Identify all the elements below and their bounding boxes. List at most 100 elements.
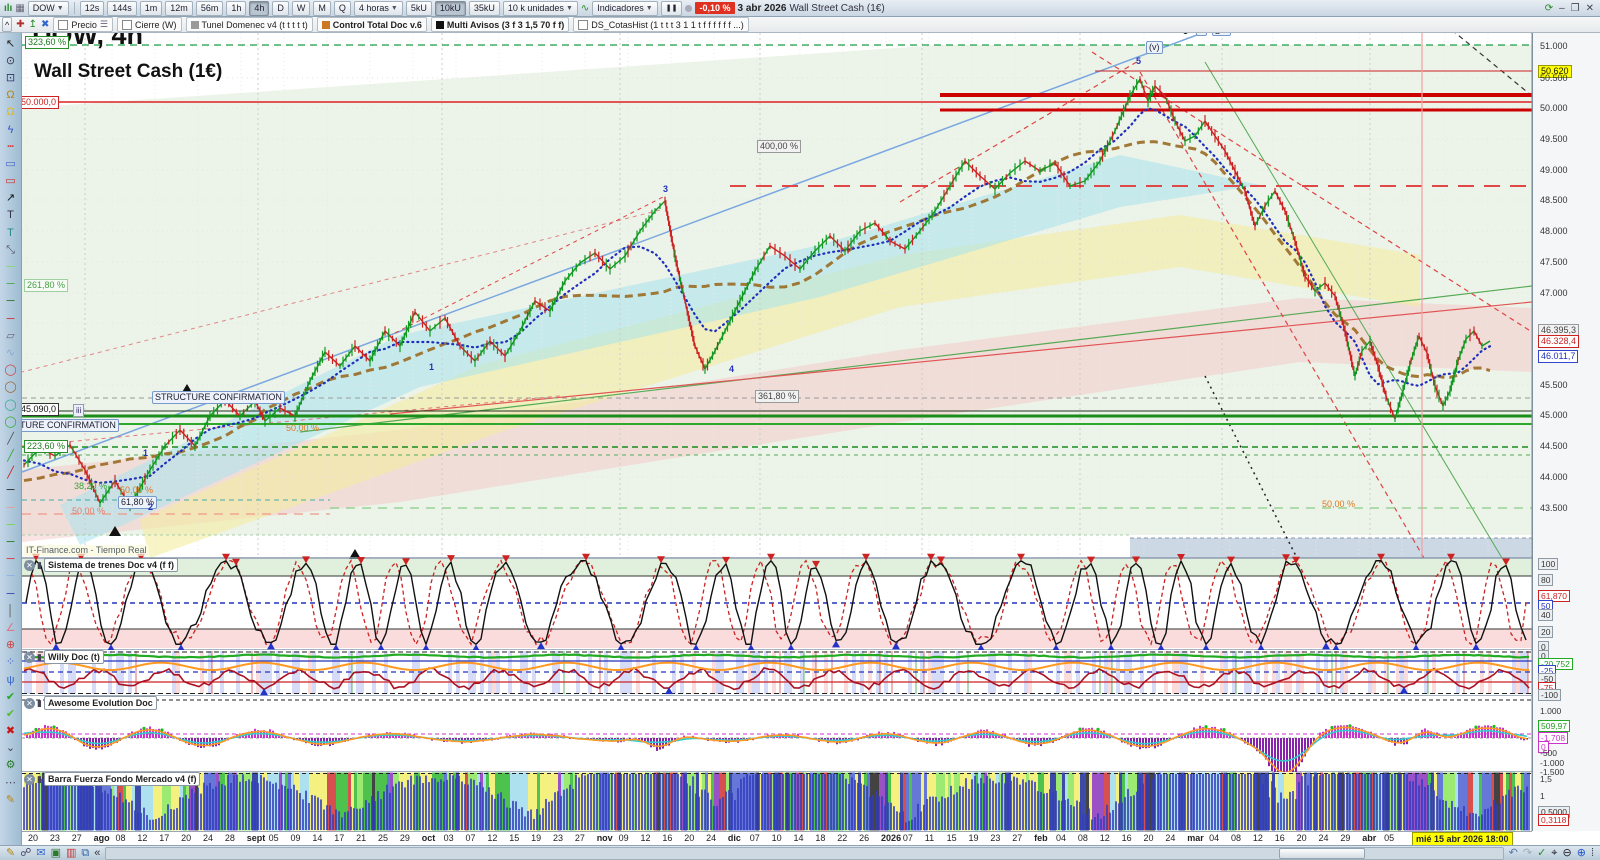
units-10kU[interactable]: 10kU (434, 0, 466, 16)
symbol-select[interactable]: DOW ▼ (27, 0, 69, 16)
timeframe-12m[interactable]: 12m (165, 0, 193, 16)
panel-title[interactable]: Sistema de trenes Doc v4 (f f) (43, 558, 178, 572)
horizontal-scrollbar[interactable] (105, 846, 1504, 860)
arrow-tool[interactable]: ↗ (5, 192, 16, 205)
dashed-line-tool[interactable]: ┅ (7, 140, 14, 153)
chat-icon[interactable]: ✉ (36, 847, 46, 859)
indicators-button[interactable]: Indicadores ▼ (592, 0, 658, 16)
time-axis[interactable]: 20 23 27 ago 08 12 17 20 24 28 sept 05 09 14 17 21 25 29 o… (22, 831, 1532, 846)
polyline-tool[interactable]: ϟ (7, 123, 14, 136)
units-select[interactable]: 10 k unidades ▼ (502, 0, 578, 16)
zoom-tool[interactable]: ⊙ (5, 54, 16, 67)
hline-red2-tool[interactable]: ─ (6, 553, 15, 566)
grid-icon[interactable]: ▦ (15, 2, 25, 14)
more-chevron[interactable]: ⌄ (5, 742, 16, 755)
settings-tool[interactable]: ⚙ (5, 759, 16, 772)
close-icon[interactable]: ✖ (41, 19, 50, 30)
ellipse-brown-tool[interactable]: ◯ (4, 381, 17, 394)
timeframe-1h[interactable]: 1h (226, 0, 247, 16)
alarm-tool[interactable]: Ω (6, 106, 15, 119)
confirm-tool[interactable]: ✔ (5, 690, 16, 703)
line-red-tool[interactable]: ╱ (7, 467, 14, 480)
fork-tool[interactable]: ψ (6, 673, 15, 686)
share-icon[interactable]: ☍ (20, 847, 32, 859)
legend-item-3[interactable]: Control Total Doc v.6 (316, 17, 427, 32)
zoom-in-icon[interactable]: ⊕ (1576, 847, 1586, 859)
panel-title[interactable]: Willy Doc (t) (43, 650, 104, 664)
ellipse-teal-tool[interactable]: ◯ (4, 398, 17, 411)
minimize-icon[interactable]: – (1559, 2, 1565, 14)
timeframe-D[interactable]: D (272, 0, 289, 16)
zoom-out-icon[interactable]: ⊖ (1562, 847, 1572, 859)
hline-forest-tool[interactable]: ─ (6, 536, 15, 549)
line-green-tool[interactable]: ╱ (7, 450, 14, 463)
vline-tool[interactable]: │ (7, 604, 14, 617)
refresh-icon[interactable]: ⟳ (1544, 2, 1554, 14)
like-tool[interactable]: ✔ (5, 707, 16, 720)
record-dot-icon[interactable] (685, 4, 693, 12)
timeframe-1m[interactable]: 1m (139, 0, 163, 16)
hline-darkgreen-tool[interactable]: ─ (6, 295, 15, 308)
marker-icon[interactable]: ✎ (6, 847, 16, 859)
hline-lblue-tool[interactable]: ─ (6, 570, 15, 583)
undo-icon[interactable]: ↶ (1508, 847, 1518, 859)
zoom-area-tool[interactable]: ⊡ (5, 71, 16, 84)
timeframe-Q[interactable]: Q (333, 0, 351, 16)
text-tool[interactable]: T (7, 209, 14, 222)
hline-red-tool[interactable]: ─ (6, 312, 15, 325)
tools-check-icon[interactable]: ✓ (1537, 847, 1547, 859)
checkbox-icon[interactable] (122, 19, 132, 30)
hline-dblue-tool[interactable]: ─ (6, 587, 15, 600)
scrollbar-thumb[interactable] (1279, 847, 1365, 859)
hline-lime-tool[interactable]: ─ (6, 518, 15, 531)
legend-item-0[interactable]: Precio ☰ (53, 17, 113, 32)
line-gray-tool[interactable]: ╱ (7, 432, 14, 445)
hline-black-tool[interactable]: ─ (6, 484, 15, 497)
units-35kU[interactable]: 35kU (468, 0, 500, 16)
ruler-tool[interactable]: ▱ (6, 329, 15, 342)
legend-item-2[interactable]: Tunel Domenec v4 (t t t t t) (185, 17, 313, 32)
points-tool[interactable]: ⁘ (5, 656, 16, 669)
timeframe-M[interactable]: M (313, 0, 331, 16)
close-window-icon[interactable]: ✕ (1585, 2, 1594, 14)
angle-tool[interactable]: ∠ (5, 621, 16, 634)
legend-item-1[interactable]: Cierre (W) (117, 17, 182, 32)
add-icon[interactable]: ✚ (16, 19, 25, 30)
period-select[interactable]: 4 horas ▼ (353, 0, 403, 16)
timeframe-W[interactable]: W (291, 0, 311, 16)
pause-button[interactable]: ❚❚ (660, 0, 683, 16)
timeframe-12s[interactable]: 12s (79, 0, 105, 16)
ellipse-green-tool[interactable]: ◯ (4, 415, 17, 428)
edit-tool[interactable]: ✎ (5, 793, 16, 806)
checkbox-icon[interactable] (58, 19, 69, 30)
checkbox-icon[interactable] (578, 19, 589, 30)
hline-green-tool[interactable]: ─ (6, 278, 15, 291)
rect-blue-tool[interactable]: ▭ (5, 157, 16, 170)
pointer-tool[interactable]: ↖ (5, 37, 16, 50)
image-icon[interactable]: ▣ (50, 847, 61, 859)
rect-red-tool[interactable]: ▭ (5, 175, 16, 188)
timeframe-56m[interactable]: 56m (195, 0, 224, 16)
ellipse-red-tool[interactable]: ◯ (4, 364, 17, 377)
zoom-fit-icon[interactable]: ⌖ (1551, 847, 1558, 859)
up-icon[interactable]: ↥ (28, 19, 38, 30)
panel-title[interactable]: Barra Fuerza Fondo Mercado v4 (f) (43, 772, 201, 786)
windows-icon[interactable]: ⧉ (81, 847, 90, 859)
close-panel-icon[interactable]: ✕ (24, 559, 35, 571)
delete-tool[interactable]: ✖ (5, 725, 16, 738)
collapse-legend-button[interactable]: ^ (2, 17, 13, 32)
redo-icon[interactable]: ↷ (1522, 847, 1533, 859)
hline-lightgreen-tool[interactable]: ─ (6, 261, 15, 274)
callout-tool[interactable]: T (7, 226, 14, 239)
column-icon[interactable]: ⁞ (1590, 847, 1594, 859)
legend-item-4[interactable]: Multi Avisos (3 f 3 1,5 70 f f) (430, 17, 570, 32)
collapse-left-icon[interactable]: « (94, 847, 101, 859)
restore-icon[interactable]: ❐ (1570, 2, 1580, 14)
target-tool[interactable]: ⊕ (5, 639, 16, 652)
segment-tool[interactable]: ⤡ (6, 243, 15, 256)
chart-icon[interactable]: ▥ (65, 847, 77, 859)
alarm-edit-tool[interactable]: Ω (6, 89, 15, 102)
hline-pink-tool[interactable]: ─ (6, 501, 15, 514)
price-axis[interactable] (1532, 33, 1600, 831)
